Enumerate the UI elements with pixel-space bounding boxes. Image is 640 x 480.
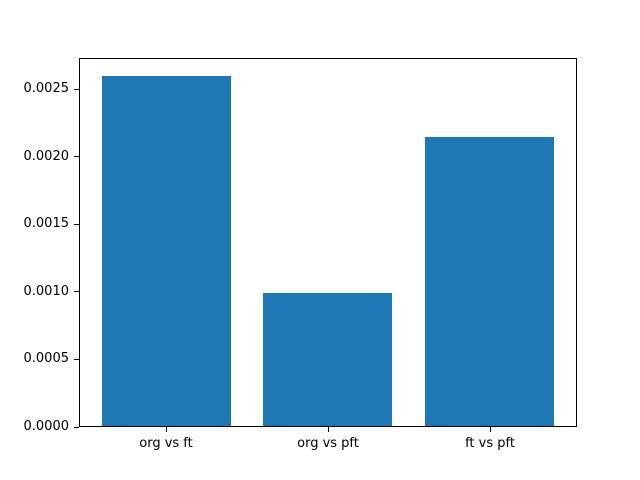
y-tick-label: 0.0005 bbox=[23, 351, 70, 366]
bar-org-vs-pft bbox=[263, 293, 392, 426]
x-tick-mark bbox=[328, 427, 329, 432]
x-tick-label: ft vs pft bbox=[465, 436, 515, 451]
y-tick-mark bbox=[74, 224, 79, 225]
y-tick-label: 0.0025 bbox=[23, 81, 70, 96]
y-tick-mark bbox=[74, 359, 79, 360]
y-tick-label: 0.0015 bbox=[23, 216, 70, 231]
x-tick-label: org vs ft bbox=[139, 436, 193, 451]
bar-org-vs-ft bbox=[102, 76, 231, 426]
y-tick-mark bbox=[74, 291, 79, 292]
x-tick-label: org vs pft bbox=[297, 436, 359, 451]
y-tick-mark bbox=[74, 156, 79, 157]
y-tick-mark bbox=[74, 427, 79, 428]
x-tick-mark bbox=[166, 427, 167, 432]
y-tick-label: 0.0020 bbox=[23, 149, 70, 164]
y-tick-mark bbox=[74, 89, 79, 90]
x-tick-mark bbox=[490, 427, 491, 432]
y-tick-label: 0.0000 bbox=[23, 419, 70, 434]
y-tick-label: 0.0010 bbox=[23, 284, 70, 299]
plot-area bbox=[79, 58, 577, 427]
bar-ft-vs-pft bbox=[425, 137, 554, 426]
